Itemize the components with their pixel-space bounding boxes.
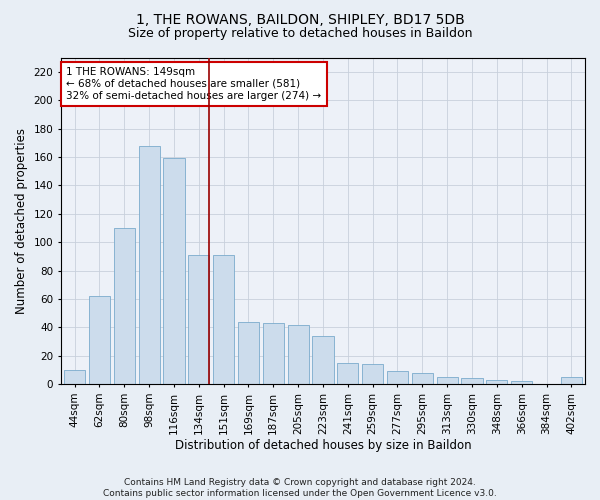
- Bar: [213, 255, 234, 384]
- Bar: [461, 378, 482, 384]
- Bar: [313, 336, 334, 384]
- Text: 1, THE ROWANS, BAILDON, SHIPLEY, BD17 5DB: 1, THE ROWANS, BAILDON, SHIPLEY, BD17 5D…: [136, 12, 464, 26]
- Bar: [412, 373, 433, 384]
- Bar: [139, 146, 160, 384]
- Bar: [362, 364, 383, 384]
- Bar: [511, 382, 532, 384]
- Bar: [561, 377, 582, 384]
- Bar: [188, 255, 209, 384]
- Bar: [163, 158, 185, 384]
- Bar: [486, 380, 508, 384]
- Bar: [437, 377, 458, 384]
- Text: 1 THE ROWANS: 149sqm
← 68% of detached houses are smaller (581)
32% of semi-deta: 1 THE ROWANS: 149sqm ← 68% of detached h…: [66, 68, 322, 100]
- X-axis label: Distribution of detached houses by size in Baildon: Distribution of detached houses by size …: [175, 440, 471, 452]
- Bar: [64, 370, 85, 384]
- Bar: [263, 323, 284, 384]
- Bar: [238, 322, 259, 384]
- Y-axis label: Number of detached properties: Number of detached properties: [15, 128, 28, 314]
- Bar: [337, 363, 358, 384]
- Bar: [287, 324, 308, 384]
- Bar: [89, 296, 110, 384]
- Bar: [387, 372, 408, 384]
- Bar: [114, 228, 135, 384]
- Text: Size of property relative to detached houses in Baildon: Size of property relative to detached ho…: [128, 28, 472, 40]
- Text: Contains HM Land Registry data © Crown copyright and database right 2024.
Contai: Contains HM Land Registry data © Crown c…: [103, 478, 497, 498]
